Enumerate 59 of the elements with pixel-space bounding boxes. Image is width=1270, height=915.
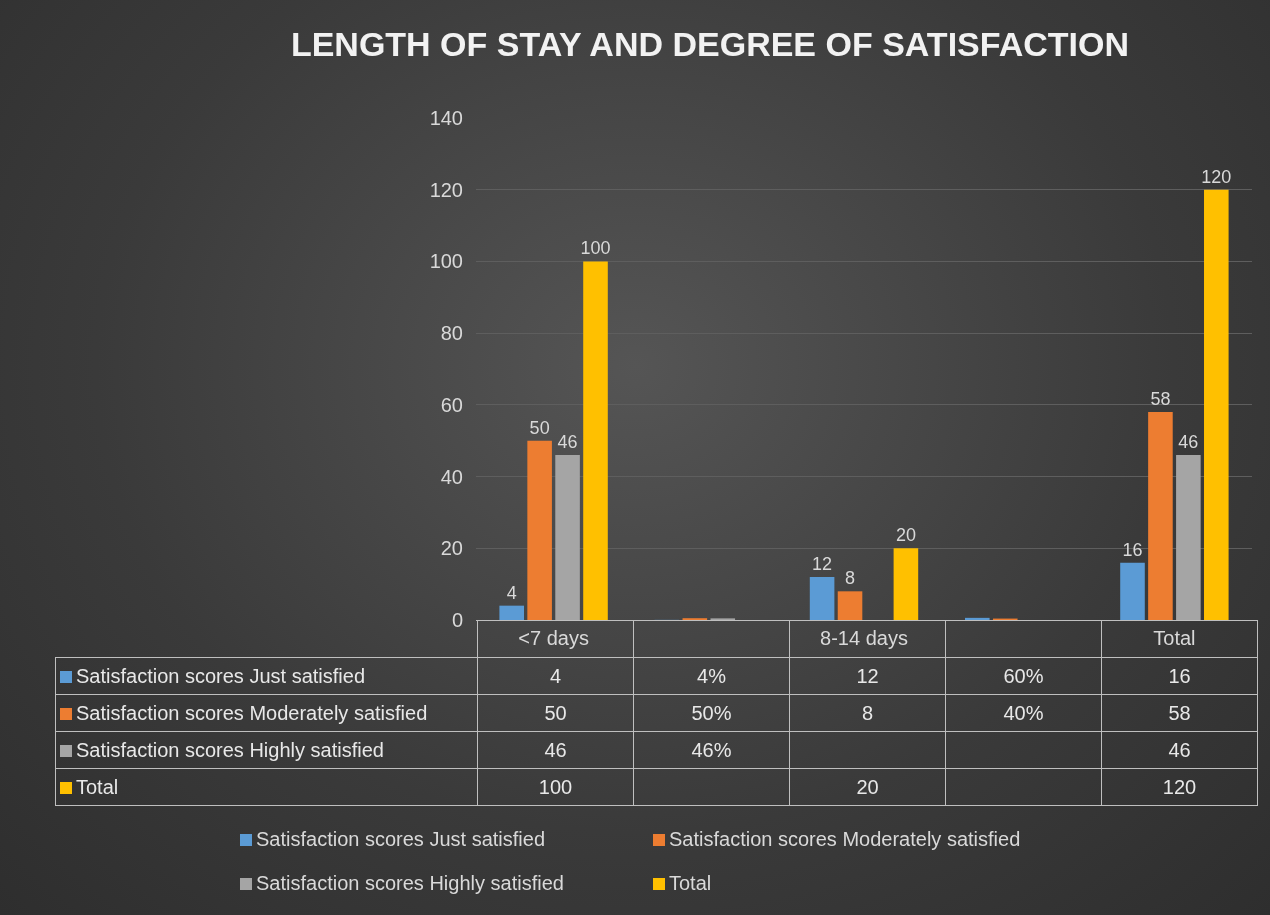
data-label: 100 — [477, 768, 634, 806]
bar — [527, 440, 552, 620]
text: 46 — [557, 432, 578, 453]
chart-title: LENGTH OF STAY AND DEGREE OF SATISFACTION — [290, 24, 1129, 63]
data-label: 40% — [945, 694, 1102, 732]
text: 50 — [529, 417, 550, 438]
bar — [1176, 455, 1201, 620]
y-tick-label: 0 — [451, 609, 463, 631]
data-label: 12 — [789, 657, 946, 695]
text: 20 — [895, 525, 916, 546]
data-label: 4% — [633, 657, 790, 695]
data-label: 46% — [633, 731, 790, 769]
y-tick-label: 100 — [429, 250, 463, 273]
y-tick-label: 60 — [440, 393, 463, 416]
bar — [837, 591, 863, 620]
data-label: 58 — [1101, 694, 1258, 732]
y-tick-label: 40 — [440, 465, 463, 488]
legend-label: Satisfaction scores Moderately satisfied — [55, 694, 478, 732]
bar — [1148, 412, 1173, 620]
bar — [499, 605, 524, 620]
bar — [809, 576, 835, 620]
data-label: 60% — [945, 657, 1102, 695]
data-label: 4 — [477, 657, 634, 695]
text: 16 — [1122, 539, 1143, 560]
y-tick-label: 120 — [429, 178, 463, 201]
bar — [1204, 189, 1229, 620]
data-label: 50% — [633, 694, 790, 732]
x-tick-label: 8-14 days — [820, 627, 908, 649]
legend-label: Total — [668, 872, 713, 896]
text: 12 — [812, 553, 833, 574]
x-tick-label: <7 days — [518, 627, 589, 649]
data-label: 46 — [1101, 731, 1258, 769]
text: 4 — [506, 582, 517, 603]
data-label: 16 — [1101, 657, 1258, 695]
text: 8 — [845, 568, 856, 589]
data-label: 50 — [477, 694, 634, 732]
text: 46 — [1178, 432, 1199, 453]
text: 58 — [1150, 389, 1171, 410]
bar — [583, 261, 608, 620]
text: 100 — [580, 238, 611, 259]
text: Satisfaction scores Just satisfied — [256, 828, 546, 850]
data-label: 120 — [1101, 768, 1258, 806]
bar — [555, 455, 580, 620]
bar — [893, 548, 919, 620]
data-label: 20 — [789, 768, 946, 806]
legend-label: Satisfaction scores Just satisfied — [55, 657, 478, 695]
data-label: 8 — [789, 694, 946, 732]
y-tick-label: 80 — [440, 322, 463, 345]
bar — [1120, 562, 1145, 620]
text: Satisfaction scores Highly satisfied — [256, 872, 564, 894]
legend-label: Satisfaction scores Highly satisfied — [55, 731, 478, 769]
text: Satisfaction scores Moderately satisfied — [669, 828, 1021, 850]
y-tick-label: 20 — [440, 537, 463, 560]
x-tick-label: Total — [1153, 627, 1196, 649]
text: Total — [76, 775, 119, 798]
y-tick-label: 140 — [429, 107, 463, 129]
bar — [965, 617, 990, 620]
data-label: 46 — [477, 731, 634, 769]
text: 120 — [1201, 166, 1232, 187]
